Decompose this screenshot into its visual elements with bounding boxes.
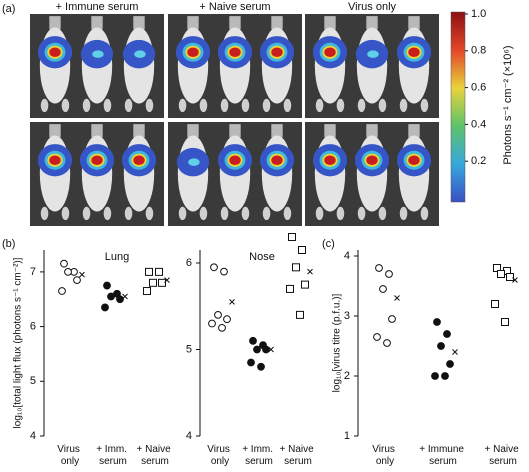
data-point — [60, 259, 68, 268]
data-point — [220, 267, 228, 276]
panel-label: (b) — [2, 238, 15, 250]
data-point — [506, 273, 514, 281]
tick-label: 0.6 — [471, 82, 486, 94]
chart-title: Nose — [249, 251, 275, 263]
data-point — [155, 267, 163, 276]
tick-label: 1.0 — [471, 8, 486, 20]
data-point — [292, 263, 300, 272]
y-tick-label: 5 — [186, 343, 192, 355]
data-point — [296, 310, 304, 319]
mean-marker — [268, 346, 274, 353]
y-tick-label: 5 — [30, 375, 36, 387]
y-tick-label: 4 — [30, 430, 36, 442]
data-point — [443, 330, 451, 338]
data-point — [208, 319, 216, 328]
x-tick-label: Virus only — [57, 444, 82, 467]
data-point — [149, 278, 157, 287]
x-tick-label: Virus only — [207, 444, 232, 467]
y-tick-label: 3 — [344, 310, 350, 322]
data-point — [143, 287, 151, 296]
column-header: + Immune serum — [56, 1, 139, 13]
data-point — [247, 358, 255, 367]
chart-title: Lung — [105, 251, 129, 263]
image-panels — [30, 14, 439, 226]
data-point — [107, 292, 115, 301]
data-point — [431, 372, 439, 380]
y-axis-label: log₁₀[virus titre (p.f.u.)] — [332, 293, 343, 392]
data-point — [383, 339, 391, 347]
tick-label: 0.4 — [471, 118, 486, 130]
panel-label: (a) — [2, 3, 15, 15]
data-point — [145, 267, 153, 276]
data-point — [103, 281, 111, 290]
colorbar — [450, 11, 466, 203]
data-point — [388, 315, 396, 323]
mean-marker — [307, 268, 313, 275]
data-point — [257, 362, 265, 371]
data-point — [379, 285, 387, 293]
x-tick-label: + Imm. serum — [96, 444, 130, 467]
y-tick-label: 7 — [30, 266, 36, 278]
data-point — [437, 342, 445, 350]
x-tick-label: + Naive serum — [280, 444, 317, 467]
y-tick-label: 6 — [30, 320, 36, 332]
tick-label: 0.8 — [471, 45, 486, 57]
data-point — [223, 315, 231, 324]
y-axis-label: log₁₀[total light flux (photons s⁻¹ cm⁻²… — [13, 257, 24, 428]
y-tick-label: 4 — [186, 430, 192, 442]
y-tick-label: 1 — [344, 430, 350, 442]
panel-label: (c) — [322, 238, 335, 250]
data-point — [58, 287, 66, 295]
data-point — [210, 263, 218, 272]
data-point — [298, 246, 306, 254]
tick-label: 0.2 — [471, 155, 486, 167]
colorbar-label: Photons s⁻¹ cm⁻² (×10⁶) — [502, 45, 514, 164]
data-point — [101, 303, 109, 312]
y-tick-label: 4 — [344, 250, 350, 262]
mean-marker — [164, 277, 170, 283]
data-point — [375, 264, 383, 272]
data-point — [301, 280, 309, 289]
mean-marker — [512, 277, 518, 283]
x-tick-label: + Immune serum — [419, 444, 467, 467]
x-tick-label: Virus only — [372, 444, 397, 467]
data-point — [497, 270, 505, 278]
data-point — [116, 295, 124, 304]
data-point — [286, 284, 294, 293]
y-tick-label: 2 — [344, 370, 350, 382]
data-point — [253, 345, 261, 354]
data-point — [288, 233, 296, 242]
mean-marker — [452, 349, 458, 355]
data-point — [446, 360, 454, 368]
data-point — [64, 267, 72, 276]
data-point — [373, 333, 381, 341]
data-point — [249, 336, 257, 345]
y-tick-label: 6 — [186, 257, 192, 269]
data-point — [441, 372, 449, 380]
column-header: + Naive serum — [199, 1, 270, 13]
data-point — [491, 300, 499, 308]
mean-marker — [229, 299, 235, 305]
x-tick-label: + Naive serum — [137, 444, 174, 467]
data-point — [73, 276, 81, 284]
mean-marker — [79, 271, 85, 278]
column-header: Virus only — [348, 1, 397, 13]
data-point — [433, 318, 441, 326]
data-point — [218, 323, 226, 332]
mean-marker — [394, 295, 400, 301]
x-tick-label: + Imm. serum — [242, 444, 276, 467]
x-tick-label: + Naive serum — [485, 444, 522, 467]
data-point — [262, 345, 270, 354]
data-point — [214, 310, 222, 319]
data-point — [158, 278, 166, 287]
data-point — [385, 270, 393, 278]
mean-marker — [122, 293, 128, 300]
data-point — [501, 318, 509, 326]
